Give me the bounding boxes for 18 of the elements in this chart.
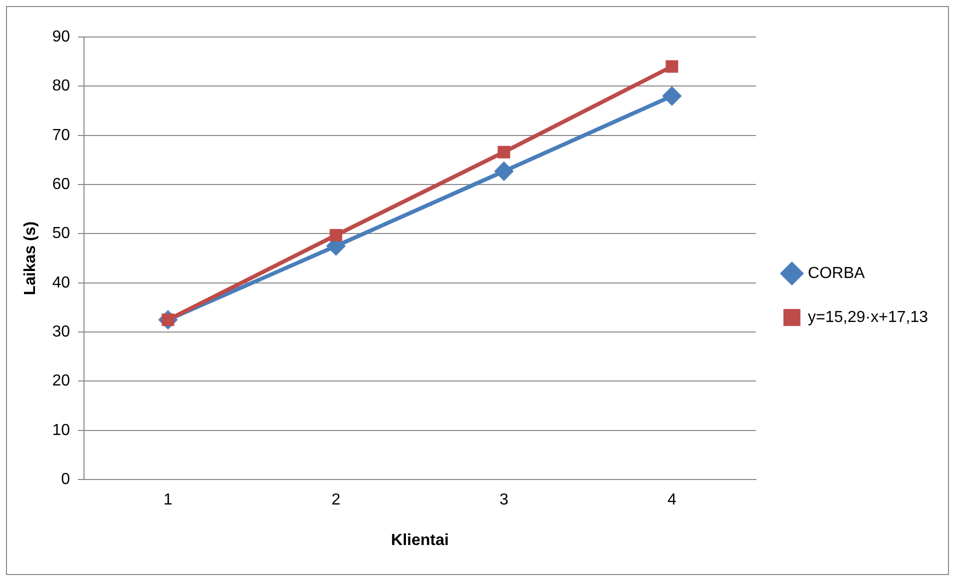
y-tick-label: 20 [52, 372, 70, 390]
x-tick-label: 2 [332, 492, 341, 509]
y-tick-label: 40 [52, 274, 70, 292]
x-tick-label: 1 [164, 492, 173, 509]
legend-label: CORBA [808, 264, 866, 282]
y-tick-label: 10 [52, 422, 70, 439]
x-tick-label: 3 [499, 492, 508, 509]
y-tick-label: 50 [52, 225, 70, 242]
y-tick-label: 90 [52, 28, 70, 46]
x-axis-title: Klientai [391, 532, 449, 549]
y-axis-title: Laikas (s) [22, 221, 40, 296]
y-tick-label: 30 [52, 323, 70, 340]
y-tick-label: 60 [52, 176, 70, 193]
y-tick-label: 0 [61, 471, 70, 488]
y-tick-label: 70 [52, 126, 70, 144]
x-tick-label: 4 [667, 492, 676, 509]
y-tick-label: 80 [52, 78, 70, 95]
legend-label: y=15,29·x+17,13 [808, 308, 928, 326]
